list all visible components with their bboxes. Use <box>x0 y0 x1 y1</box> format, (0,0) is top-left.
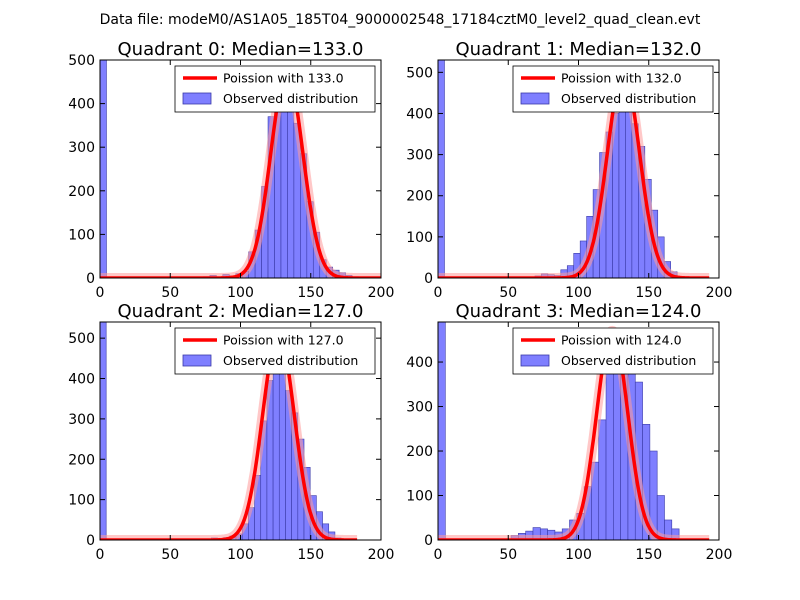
legend-observed-label: Observed distribution <box>223 91 358 106</box>
legend-bar-swatch <box>182 354 212 367</box>
x-tick-label: 150 <box>297 547 324 563</box>
x-tick-label: 200 <box>368 285 395 301</box>
x-tick-label: 100 <box>565 547 592 563</box>
y-tick-label: 500 <box>68 53 95 69</box>
panel-title: Quadrant 2: Median=127.0 <box>118 301 364 322</box>
y-tick-label: 400 <box>68 372 95 388</box>
fit-curve <box>100 332 359 540</box>
legend-bar-swatch <box>520 354 550 367</box>
y-tick-label: 100 <box>406 489 433 505</box>
figure-suptitle: Data file: modeM0/AS1A05_185T04_90000025… <box>100 12 701 28</box>
legend-fit-label: Poission with 132.0 <box>561 71 682 86</box>
x-tick-label: 50 <box>499 285 517 301</box>
x-tick-label: 200 <box>706 547 733 563</box>
legend-observed-label: Observed distribution <box>561 91 696 106</box>
y-tick-label: 0 <box>86 533 95 549</box>
y-tick-label: 100 <box>68 227 95 243</box>
y-tick-label: 300 <box>68 412 95 428</box>
legend-observed-label: Observed distribution <box>223 353 358 368</box>
legend-fit-label: Poission with 127.0 <box>223 333 344 348</box>
panel-3: 0 50 100 150 200 0 100 200 300 400 Quadrant 3: Med… <box>406 301 732 563</box>
panel-2: 0 50 100 150 200 0 100 200 300 400 500 Quadrant 2: … <box>68 301 394 563</box>
histogram-bar <box>598 419 607 540</box>
panel-0: 0 50 100 150 200 0 100 200 300 400 500 Quadrant 0: … <box>68 39 394 301</box>
histogram-bar <box>605 370 614 540</box>
x-tick-label: 0 <box>434 547 443 563</box>
x-tick-label: 200 <box>368 547 395 563</box>
legend-fit-label: Poission with 133.0 <box>223 71 344 86</box>
legend: Poission with 124.0 Observed distribution <box>512 327 714 375</box>
x-tick-label: 50 <box>161 285 179 301</box>
y-tick-label: 200 <box>68 452 95 468</box>
y-tick-label: 100 <box>406 230 433 246</box>
y-tick-label: 500 <box>406 65 433 81</box>
plot-area <box>438 60 714 278</box>
legend-fit-label: Poission with 124.0 <box>561 333 682 348</box>
fit-curve <box>438 329 711 540</box>
y-tick-label: 400 <box>406 106 433 122</box>
legend: Poission with 127.0 Observed distribution <box>174 327 376 375</box>
y-tick-label: 400 <box>68 97 95 113</box>
histogram-bar <box>438 322 446 540</box>
plot-area <box>438 322 714 540</box>
y-tick-label: 200 <box>406 189 433 205</box>
panel-1: 0 50 100 150 200 0 100 200 300 400 500 Quadrant 1: … <box>406 39 732 301</box>
legend: Poission with 133.0 Observed distribution <box>174 65 376 113</box>
y-tick-label: 0 <box>86 271 95 287</box>
y-tick-label: 300 <box>406 148 433 164</box>
y-tick-label: 400 <box>406 355 433 371</box>
x-tick-label: 150 <box>297 285 324 301</box>
histogram-bar <box>671 528 680 540</box>
x-tick-label: 0 <box>96 547 105 563</box>
x-tick-label: 100 <box>227 547 254 563</box>
y-tick-label: 0 <box>424 533 433 549</box>
y-tick-label: 100 <box>68 493 95 509</box>
x-tick-label: 50 <box>161 547 179 563</box>
panel-title: Quadrant 0: Median=133.0 <box>118 39 364 60</box>
x-tick-label: 150 <box>635 285 662 301</box>
panel-title: Quadrant 3: Median=124.0 <box>456 301 702 322</box>
y-tick-label: 300 <box>68 140 95 156</box>
legend-bar-swatch <box>520 92 550 105</box>
legend-observed-label: Observed distribution <box>561 353 696 368</box>
plot-area <box>100 322 362 540</box>
x-tick-label: 50 <box>499 547 517 563</box>
x-tick-label: 100 <box>227 285 254 301</box>
legend-bar-swatch <box>182 92 212 105</box>
histogram-bar <box>100 60 107 278</box>
histogram-bar <box>100 322 107 540</box>
panel-title: Quadrant 1: Median=132.0 <box>456 39 702 60</box>
x-tick-label: 0 <box>434 285 443 301</box>
x-tick-label: 200 <box>706 285 733 301</box>
fit-curve <box>438 70 711 278</box>
histogram-bar <box>438 60 445 278</box>
x-tick-label: 100 <box>565 285 592 301</box>
legend: Poission with 132.0 Observed distribution <box>512 65 714 113</box>
y-tick-label: 300 <box>406 400 433 416</box>
y-tick-label: 200 <box>68 184 95 200</box>
x-tick-label: 0 <box>96 285 105 301</box>
y-tick-label: 0 <box>424 271 433 287</box>
y-tick-label: 200 <box>406 444 433 460</box>
x-tick-label: 150 <box>635 547 662 563</box>
y-tick-label: 500 <box>68 331 95 347</box>
